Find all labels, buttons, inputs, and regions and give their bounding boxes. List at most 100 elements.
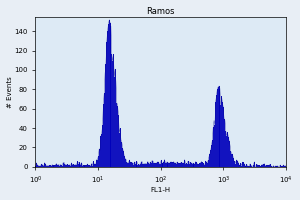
Bar bbox=[102, 125, 103, 167]
Bar bbox=[280, 165, 281, 167]
Bar bbox=[35, 166, 36, 167]
Bar bbox=[40, 166, 41, 167]
Bar bbox=[103, 104, 104, 167]
Bar bbox=[128, 163, 129, 167]
Bar bbox=[75, 165, 76, 167]
Bar bbox=[126, 159, 127, 167]
Bar bbox=[224, 120, 225, 167]
Bar bbox=[273, 166, 274, 167]
Bar bbox=[61, 165, 62, 167]
Bar bbox=[173, 162, 174, 167]
Bar bbox=[219, 86, 220, 167]
Bar bbox=[163, 162, 164, 167]
Bar bbox=[195, 162, 196, 167]
Bar bbox=[70, 166, 71, 167]
Bar bbox=[143, 164, 144, 167]
Bar bbox=[222, 102, 223, 167]
Bar bbox=[269, 165, 270, 167]
Bar bbox=[229, 141, 230, 167]
Bar bbox=[221, 96, 222, 167]
Bar bbox=[218, 87, 219, 167]
Bar bbox=[48, 166, 49, 167]
Bar bbox=[187, 164, 188, 167]
Bar bbox=[133, 165, 134, 167]
Bar bbox=[55, 165, 56, 167]
Bar bbox=[100, 150, 101, 167]
Bar bbox=[142, 164, 143, 167]
Bar bbox=[85, 165, 86, 167]
Bar bbox=[283, 165, 284, 167]
Bar bbox=[148, 163, 149, 167]
Bar bbox=[182, 163, 183, 167]
Bar bbox=[281, 166, 282, 167]
Bar bbox=[83, 165, 84, 167]
Bar bbox=[206, 162, 207, 167]
Bar bbox=[241, 166, 242, 167]
Bar bbox=[123, 151, 124, 167]
Bar bbox=[189, 164, 190, 167]
Bar bbox=[146, 164, 147, 167]
Bar bbox=[63, 163, 64, 167]
Bar bbox=[89, 165, 90, 167]
Bar bbox=[253, 165, 254, 167]
Bar bbox=[162, 163, 163, 167]
Bar bbox=[237, 161, 238, 167]
Bar bbox=[67, 164, 68, 167]
Bar bbox=[249, 166, 250, 167]
Bar bbox=[114, 77, 115, 167]
Bar bbox=[136, 161, 137, 167]
Bar bbox=[234, 161, 235, 167]
Bar bbox=[94, 165, 95, 167]
Bar bbox=[194, 164, 195, 167]
Bar bbox=[268, 165, 269, 167]
Bar bbox=[247, 166, 248, 167]
Bar bbox=[215, 102, 216, 167]
Bar bbox=[48, 166, 49, 167]
Bar bbox=[183, 163, 184, 167]
Bar bbox=[267, 165, 268, 167]
Bar bbox=[81, 163, 82, 167]
Bar bbox=[158, 162, 159, 167]
Bar bbox=[58, 165, 59, 167]
Bar bbox=[119, 133, 120, 167]
Bar bbox=[165, 163, 166, 167]
Bar bbox=[64, 164, 65, 167]
Bar bbox=[71, 163, 72, 167]
Bar bbox=[139, 165, 140, 167]
Bar bbox=[92, 166, 93, 167]
Bar bbox=[125, 159, 126, 167]
Bar bbox=[244, 164, 245, 167]
Bar bbox=[203, 165, 204, 167]
Bar bbox=[68, 165, 69, 167]
Bar bbox=[145, 164, 146, 167]
Bar bbox=[59, 166, 60, 167]
Bar bbox=[77, 161, 78, 167]
Bar bbox=[277, 166, 278, 167]
Bar bbox=[84, 166, 85, 167]
Bar bbox=[152, 161, 153, 167]
Bar bbox=[41, 164, 42, 167]
Bar bbox=[242, 162, 243, 167]
Bar bbox=[78, 164, 79, 167]
Bar bbox=[113, 54, 114, 167]
Bar bbox=[260, 166, 261, 167]
Bar bbox=[146, 164, 147, 167]
Bar bbox=[109, 20, 110, 167]
Bar bbox=[49, 165, 50, 167]
Bar bbox=[85, 165, 86, 167]
Bar bbox=[116, 103, 117, 167]
Bar bbox=[246, 164, 247, 167]
Bar bbox=[42, 165, 43, 167]
Bar bbox=[80, 165, 81, 167]
Bar bbox=[176, 164, 177, 167]
Bar bbox=[65, 165, 66, 167]
Bar bbox=[46, 166, 47, 167]
Bar bbox=[275, 166, 276, 167]
Bar bbox=[271, 166, 272, 167]
Bar bbox=[248, 166, 249, 167]
Bar bbox=[240, 166, 241, 167]
Bar bbox=[38, 166, 39, 167]
Bar bbox=[39, 166, 40, 167]
Bar bbox=[156, 163, 157, 167]
Bar bbox=[198, 164, 199, 167]
